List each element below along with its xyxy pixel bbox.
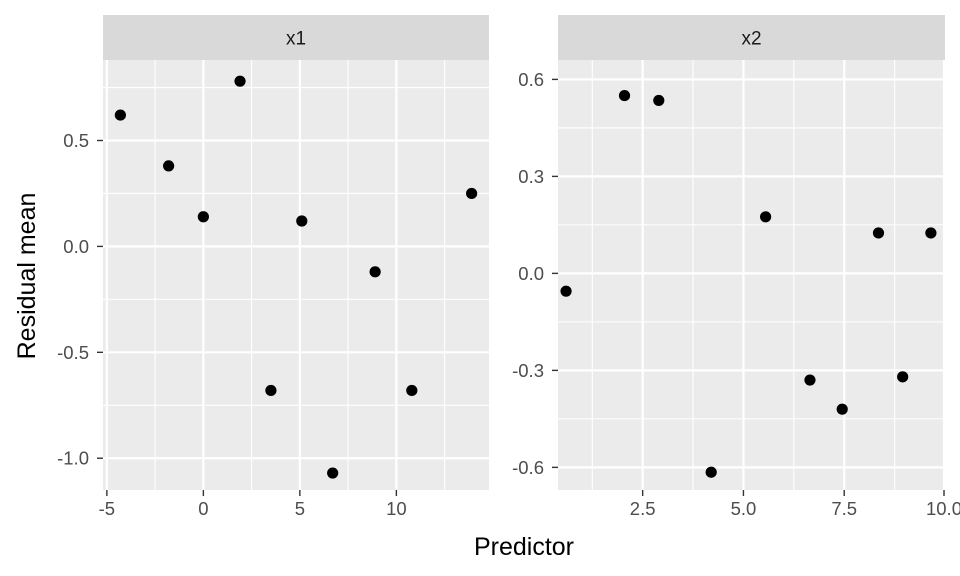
panel-background xyxy=(558,60,945,490)
y-tick-label: -0.5 xyxy=(57,342,89,363)
scatter-point xyxy=(618,89,631,102)
scatter-point xyxy=(836,403,848,415)
scatter-point xyxy=(369,266,381,278)
x-tick-label: 5.0 xyxy=(731,498,757,519)
y-tick-label: -0.3 xyxy=(512,360,544,381)
scatter-point xyxy=(804,374,816,386)
y-tick-label: -1.0 xyxy=(57,448,89,469)
scatter-point xyxy=(265,384,277,397)
scatter-point xyxy=(925,227,937,239)
panel-background xyxy=(103,60,489,490)
scatter-point xyxy=(197,211,209,223)
scatter-point xyxy=(872,227,885,239)
scatter-point xyxy=(760,211,772,223)
x-tick-label: 5 xyxy=(295,498,305,519)
scatter-point xyxy=(406,384,418,397)
x-tick-label: 10 xyxy=(386,498,407,519)
facet-strip-label: x1 xyxy=(286,29,306,50)
scatter-point xyxy=(327,467,339,479)
y-tick-label: -0.6 xyxy=(512,457,544,478)
facet-x2: x2 2.5 5.0 7.5 10.0 -0.6 -0.3 0.0 0.3 0.6 xyxy=(512,15,960,519)
y-tick-label: 0.6 xyxy=(518,69,544,90)
scatter-point xyxy=(560,285,572,297)
x-tick-label: 10.0 xyxy=(926,498,960,519)
scatter-point xyxy=(653,94,665,107)
scatter-point xyxy=(897,371,909,383)
scatter-point xyxy=(114,109,126,121)
facet-strip-label: x2 xyxy=(741,29,761,50)
x-tick-label: -5 xyxy=(99,498,115,519)
facet-strip xyxy=(558,15,945,60)
y-tick-label: 0.5 xyxy=(63,130,89,151)
x-tick-label: 0 xyxy=(198,498,208,519)
facet-strip xyxy=(103,15,489,60)
scatter-point xyxy=(234,75,246,87)
x-axis-title: Predictor xyxy=(474,533,574,561)
y-axis-title: Residual mean xyxy=(13,193,41,360)
scatter-point xyxy=(296,215,308,227)
scatter-point xyxy=(705,466,717,478)
y-tick-label: 0.0 xyxy=(63,236,89,257)
scatter-point xyxy=(466,187,478,200)
facet-x1: x1 -5 0 5 10 -1.0 -0.5 0.0 0.5 xyxy=(57,15,489,519)
y-tick-label: 0.0 xyxy=(518,263,544,284)
y-tick-label: 0.3 xyxy=(518,166,544,187)
scatter-point xyxy=(163,160,175,172)
x-tick-label: 7.5 xyxy=(831,498,857,519)
x-tick-label: 2.5 xyxy=(630,498,656,519)
